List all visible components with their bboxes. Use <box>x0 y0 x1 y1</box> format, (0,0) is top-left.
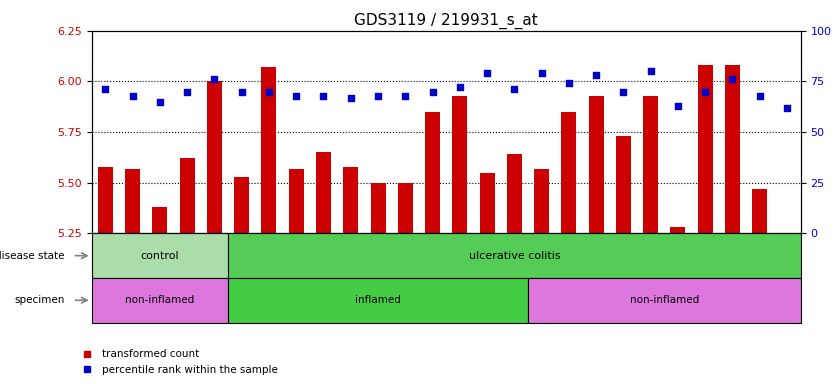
Bar <box>289 169 304 233</box>
Point <box>753 93 766 99</box>
Bar <box>153 207 168 233</box>
Bar <box>452 96 467 233</box>
FancyBboxPatch shape <box>528 278 801 323</box>
Bar <box>262 67 276 233</box>
Bar <box>616 136 631 233</box>
Bar <box>179 159 194 233</box>
Point <box>644 68 657 74</box>
FancyBboxPatch shape <box>92 233 228 278</box>
Point <box>562 80 575 86</box>
Bar <box>534 169 549 233</box>
Point <box>453 84 466 91</box>
Title: GDS3119 / 219931_s_at: GDS3119 / 219931_s_at <box>354 13 538 29</box>
Point <box>726 76 739 83</box>
Bar <box>370 183 385 233</box>
Bar <box>725 65 740 233</box>
Point <box>208 76 221 83</box>
Point <box>616 88 631 94</box>
Point <box>317 93 330 99</box>
Point <box>426 88 440 94</box>
Text: ulcerative colitis: ulcerative colitis <box>469 251 560 261</box>
Text: specimen: specimen <box>14 295 64 305</box>
Text: non-inflamed: non-inflamed <box>630 295 699 305</box>
Text: disease state: disease state <box>0 251 64 261</box>
Bar <box>98 167 113 233</box>
Text: control: control <box>141 251 179 261</box>
Point <box>480 70 494 76</box>
Bar <box>589 96 604 233</box>
Point <box>371 93 384 99</box>
Point <box>153 99 167 105</box>
FancyBboxPatch shape <box>92 278 228 323</box>
FancyBboxPatch shape <box>228 233 801 278</box>
FancyBboxPatch shape <box>228 278 528 323</box>
Bar <box>425 112 440 233</box>
Point <box>180 88 193 94</box>
Text: non-inflamed: non-inflamed <box>125 295 194 305</box>
Point <box>344 94 358 101</box>
Point <box>535 70 548 76</box>
Bar <box>234 177 249 233</box>
Bar <box>344 167 359 233</box>
Point <box>289 93 303 99</box>
Point <box>235 88 249 94</box>
Point <box>399 93 412 99</box>
Bar <box>507 154 522 233</box>
Point <box>508 86 521 93</box>
Bar <box>207 81 222 233</box>
Bar <box>780 233 795 240</box>
Point <box>781 105 794 111</box>
Bar <box>480 172 495 233</box>
Bar <box>643 96 658 233</box>
Point <box>126 93 139 99</box>
Point <box>262 88 275 94</box>
Point <box>699 88 712 94</box>
Point <box>590 72 603 78</box>
Point <box>671 103 685 109</box>
Bar <box>316 152 331 233</box>
Bar <box>561 112 576 233</box>
Bar <box>125 169 140 233</box>
Bar <box>671 227 686 233</box>
Bar <box>752 189 767 233</box>
Bar <box>398 183 413 233</box>
Legend: transformed count, percentile rank within the sample: transformed count, percentile rank withi… <box>72 345 282 379</box>
Bar <box>698 65 713 233</box>
Point <box>98 86 112 93</box>
Text: inflamed: inflamed <box>355 295 401 305</box>
